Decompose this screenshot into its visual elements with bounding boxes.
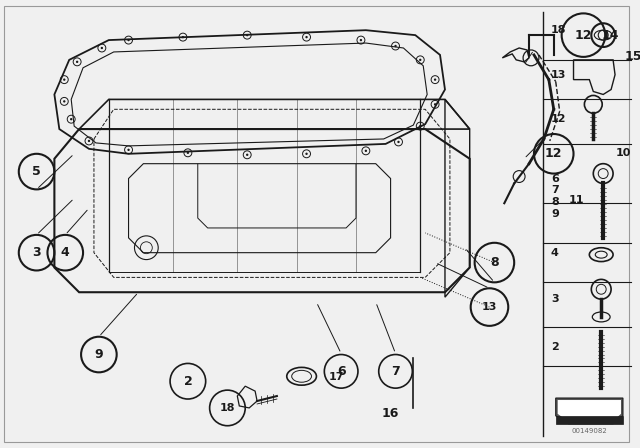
Text: 10: 10 — [615, 148, 630, 158]
Text: 17: 17 — [328, 372, 344, 382]
Circle shape — [182, 36, 184, 38]
Circle shape — [434, 78, 436, 81]
Text: 7: 7 — [551, 185, 559, 195]
Text: 00149082: 00149082 — [572, 428, 607, 434]
Circle shape — [70, 118, 72, 121]
Text: 11: 11 — [569, 195, 584, 205]
Circle shape — [100, 47, 103, 49]
Circle shape — [88, 140, 90, 142]
Circle shape — [63, 100, 65, 103]
Circle shape — [434, 103, 436, 106]
Text: 3: 3 — [551, 294, 559, 304]
Text: 8: 8 — [551, 197, 559, 207]
Text: 12: 12 — [545, 147, 563, 160]
Text: 4: 4 — [551, 248, 559, 258]
Circle shape — [419, 125, 421, 127]
Text: 5: 5 — [32, 165, 41, 178]
Circle shape — [419, 59, 421, 61]
Circle shape — [246, 154, 248, 156]
Text: 18: 18 — [220, 403, 235, 413]
Circle shape — [187, 151, 189, 154]
Circle shape — [246, 34, 248, 36]
Text: 9: 9 — [95, 348, 103, 361]
Text: 12: 12 — [551, 114, 566, 124]
Circle shape — [127, 39, 130, 41]
Text: 4: 4 — [61, 246, 70, 259]
Circle shape — [394, 45, 397, 47]
Text: 14: 14 — [602, 29, 619, 42]
Text: 3: 3 — [32, 246, 41, 259]
Circle shape — [360, 39, 362, 41]
Circle shape — [127, 149, 130, 151]
Circle shape — [63, 78, 65, 81]
Text: 15: 15 — [624, 50, 640, 63]
Text: 8: 8 — [490, 256, 499, 269]
Text: 9: 9 — [551, 209, 559, 219]
Circle shape — [397, 141, 400, 143]
FancyBboxPatch shape — [556, 416, 623, 424]
Circle shape — [76, 60, 78, 63]
Circle shape — [305, 153, 308, 155]
Text: 13: 13 — [551, 70, 566, 80]
Text: 6: 6 — [551, 173, 559, 184]
Text: 7: 7 — [391, 365, 400, 378]
Text: 13: 13 — [482, 302, 497, 312]
Polygon shape — [556, 398, 623, 424]
Text: 16: 16 — [382, 407, 399, 420]
Polygon shape — [557, 400, 621, 422]
Text: 2: 2 — [184, 375, 192, 388]
Circle shape — [305, 36, 308, 38]
Text: 12: 12 — [575, 29, 592, 42]
Text: 2: 2 — [551, 342, 559, 352]
Text: 18: 18 — [551, 25, 566, 35]
Circle shape — [365, 150, 367, 152]
Text: 6: 6 — [337, 365, 346, 378]
